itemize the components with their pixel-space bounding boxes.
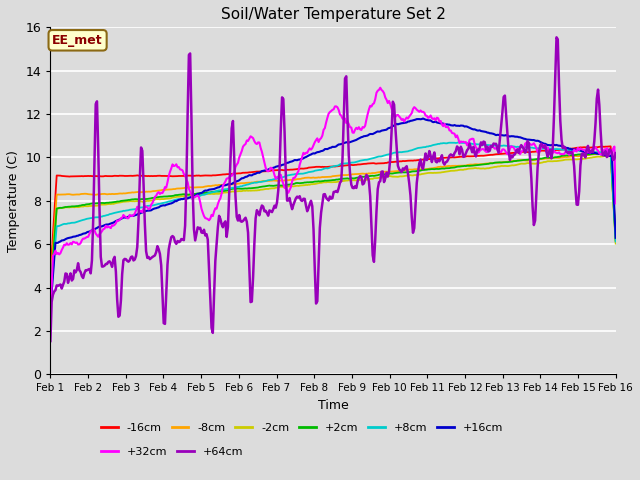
-16cm [47, 272, 54, 278]
-2cm [607, 153, 614, 159]
+32cm [365, 107, 372, 112]
Line: +8cm: +8cm [51, 143, 616, 300]
+16cm [612, 235, 620, 240]
+16cm [419, 116, 427, 121]
-8cm [588, 152, 596, 157]
+64cm [604, 153, 612, 159]
Line: +32cm: +32cm [51, 88, 616, 316]
Text: EE_met: EE_met [52, 34, 103, 47]
+8cm [365, 156, 372, 162]
+8cm [47, 298, 54, 303]
+64cm [589, 149, 597, 155]
+2cm [141, 196, 148, 202]
+64cm [109, 257, 117, 263]
+16cm [47, 306, 54, 312]
+32cm [589, 147, 597, 153]
-2cm [109, 201, 117, 207]
+16cm [589, 150, 597, 156]
+2cm [603, 149, 611, 155]
+16cm [457, 122, 465, 128]
+32cm [604, 149, 612, 155]
+8cm [612, 239, 620, 244]
-8cm [603, 150, 611, 156]
-8cm [605, 150, 613, 156]
-8cm [456, 163, 463, 168]
+8cm [109, 210, 117, 216]
-16cm [141, 173, 148, 179]
-16cm [109, 173, 117, 179]
-2cm [456, 167, 463, 173]
+32cm [457, 139, 465, 144]
-8cm [109, 191, 117, 197]
Legend: +32cm, +64cm: +32cm, +64cm [101, 447, 243, 457]
Title: Soil/Water Temperature Set 2: Soil/Water Temperature Set 2 [221, 7, 445, 22]
-16cm [456, 154, 463, 160]
-2cm [141, 198, 148, 204]
Line: +16cm: +16cm [51, 119, 616, 309]
+2cm [109, 199, 117, 205]
+32cm [376, 85, 384, 91]
+8cm [604, 150, 612, 156]
+16cm [109, 220, 117, 226]
Line: +64cm: +64cm [51, 37, 616, 341]
+64cm [365, 179, 372, 184]
+2cm [456, 164, 463, 169]
+2cm [588, 151, 596, 157]
+16cm [365, 132, 372, 137]
-16cm [365, 160, 372, 166]
+8cm [589, 149, 597, 155]
+32cm [47, 313, 54, 319]
+64cm [456, 151, 463, 157]
+64cm [553, 35, 561, 40]
-16cm [588, 144, 596, 150]
-16cm [612, 235, 620, 240]
+2cm [47, 288, 54, 294]
+8cm [457, 140, 465, 145]
+16cm [604, 153, 612, 158]
+8cm [141, 204, 148, 210]
-8cm [612, 239, 620, 244]
+2cm [365, 173, 372, 179]
-16cm [607, 144, 614, 149]
+32cm [109, 223, 117, 228]
+2cm [605, 149, 613, 155]
Line: +2cm: +2cm [51, 152, 616, 291]
+64cm [47, 338, 54, 344]
+64cm [612, 150, 620, 156]
-2cm [603, 154, 611, 159]
Y-axis label: Temperature (C): Temperature (C) [7, 150, 20, 252]
-2cm [47, 289, 54, 295]
+32cm [612, 201, 620, 206]
+2cm [612, 238, 620, 243]
+8cm [456, 140, 463, 145]
Line: -2cm: -2cm [51, 156, 616, 292]
-2cm [612, 240, 620, 246]
Line: -8cm: -8cm [51, 153, 616, 284]
-2cm [365, 176, 372, 182]
+64cm [141, 220, 148, 226]
-16cm [603, 144, 611, 150]
-8cm [141, 189, 148, 195]
-2cm [588, 155, 596, 160]
+16cm [141, 208, 148, 214]
-8cm [365, 170, 372, 176]
-8cm [47, 281, 54, 287]
X-axis label: Time: Time [317, 399, 348, 412]
+32cm [141, 204, 148, 209]
Line: -16cm: -16cm [51, 146, 616, 275]
